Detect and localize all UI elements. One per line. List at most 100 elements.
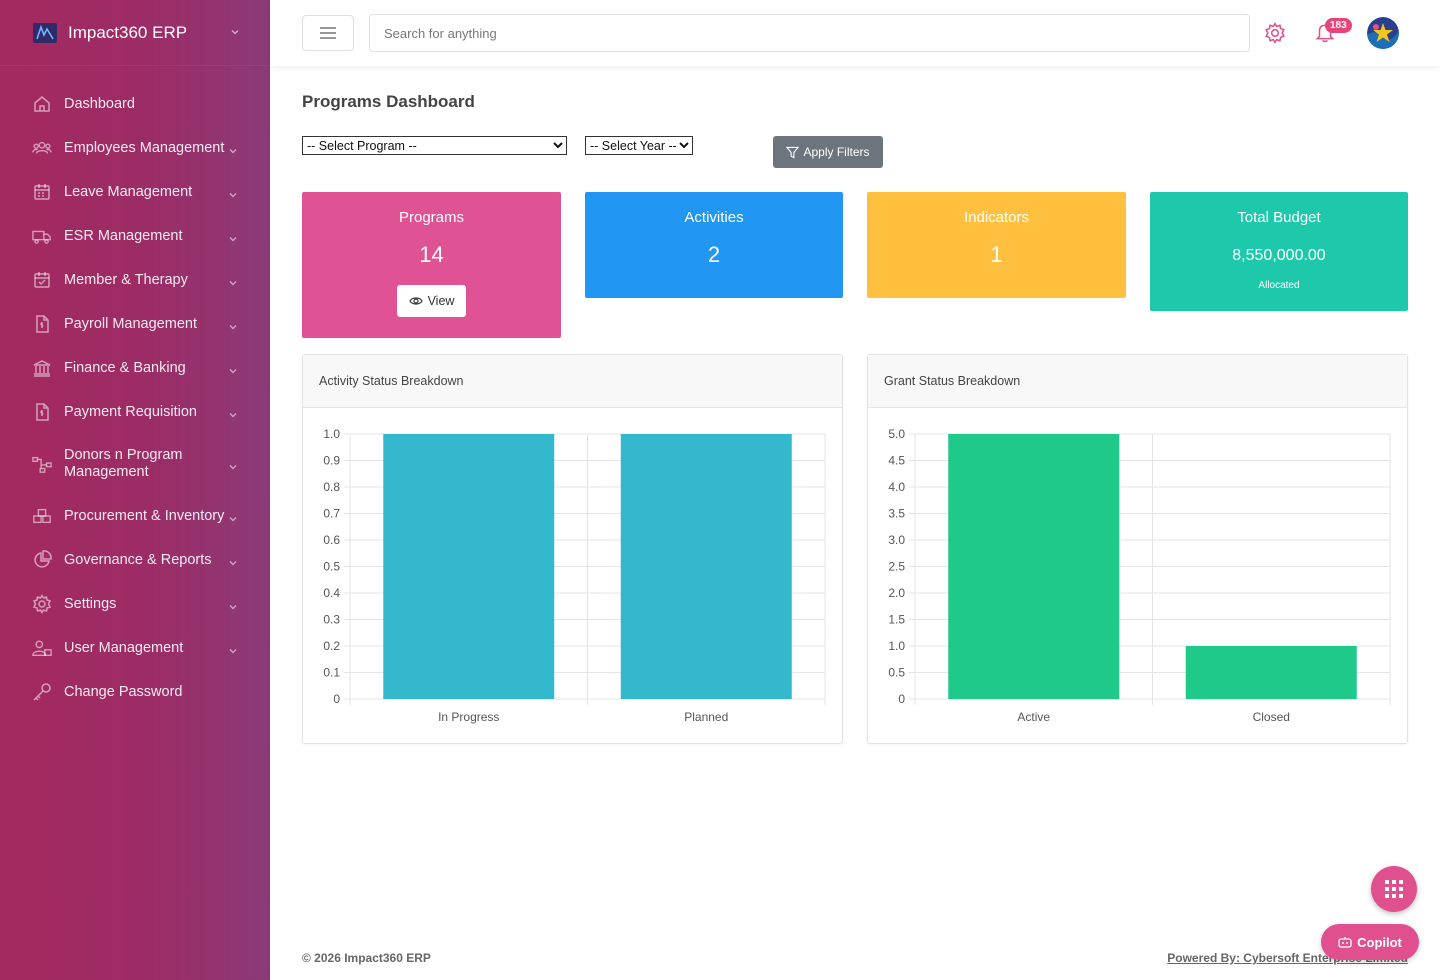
sidebar-item-dashboard[interactable]: Dashboard [0, 82, 270, 126]
sidebar-item-label: Payroll Management [64, 315, 197, 332]
copilot-label: Copilot [1357, 934, 1402, 950]
sidebar-item-procurement[interactable]: Procurement & Inventory [0, 494, 270, 538]
activity-status-chart-card: Activity Status Breakdown 0 0.1 0.2 0.3 0.4 0… [302, 354, 843, 744]
chevron-down-icon [228, 275, 238, 293]
payroll-file-icon [32, 314, 52, 334]
y-tick-label: 0.7 [323, 507, 340, 521]
total-budget-card: Total Budget 8,550,000.00 Allocated [1150, 192, 1408, 311]
sidebar-item-leave[interactable]: Leave Management [0, 170, 270, 214]
indicators-card: Indicators 1 [867, 192, 1126, 298]
sidebar-item-label: Employees Management [64, 139, 225, 156]
y-tick-label: 0 [333, 692, 340, 706]
programs-card: Programs 14 View [302, 192, 561, 338]
view-button-label: View [427, 294, 455, 308]
chevron-down-icon [228, 459, 238, 477]
y-tick-label: 0.4 [323, 586, 340, 600]
chevron-down-icon [228, 231, 238, 249]
activities-card-title: Activities [684, 209, 744, 226]
sidebar-item-label: User Management [64, 639, 184, 656]
brand-name: Impact360 ERP [68, 22, 188, 42]
program-select[interactable]: -- Select Program -- [302, 136, 567, 155]
sidebar-item-donors-program[interactable]: Donors n Program Management [0, 434, 270, 494]
y-tick-label: 1.0 [323, 427, 340, 441]
calendar-icon [32, 182, 52, 202]
copilot-button[interactable]: Copilot [1321, 924, 1419, 960]
chevron-down-icon [228, 187, 238, 205]
x-tick-label: In Progress [438, 710, 499, 724]
indicators-card-title: Indicators [963, 209, 1030, 226]
notification-count-badge: 183 [1325, 18, 1352, 33]
topbar: 183 [270, 0, 1440, 66]
y-tick-label: 3.0 [888, 533, 905, 547]
y-tick-label: 0.6 [323, 533, 340, 547]
sidebar-item-label: Settings [64, 595, 117, 612]
sidebar-item-user-management[interactable]: User Management [0, 626, 270, 670]
y-tick-label: 0.1 [323, 666, 340, 680]
indicators-card-value: 1 [990, 242, 1003, 267]
settings-gear-icon[interactable] [1264, 22, 1286, 49]
grid-icon [1385, 880, 1403, 898]
chevron-down-icon [228, 319, 238, 337]
y-tick-label: 0 [898, 692, 905, 706]
truck-icon [32, 226, 52, 246]
sidebar-item-payment-requisition[interactable]: Payment Requisition [0, 390, 270, 434]
budget-card-subtitle: Allocated [1258, 280, 1300, 291]
bar-active [948, 434, 1120, 699]
footer-copyright: © 2026 Impact360 ERP [302, 951, 431, 965]
year-select[interactable]: -- Select Year -- [585, 136, 693, 155]
y-tick-label: 0.8 [323, 480, 340, 494]
apps-grid-button[interactable] [1371, 866, 1417, 912]
sidebar-item-change-password[interactable]: Change Password [0, 670, 270, 714]
sidebar-item-label: Change Password [64, 683, 183, 700]
menu-toggle-button[interactable] [302, 15, 354, 51]
y-tick-label: 1.5 [888, 613, 905, 627]
y-tick-label: 0.2 [323, 639, 340, 653]
chevron-down-icon [228, 599, 238, 617]
bank-icon [32, 358, 52, 378]
sidebar-item-label: Donors n Program Management [64, 447, 183, 480]
sidebar-nav: Dashboard Employees Management Leave Man… [0, 82, 270, 714]
page-title: Programs Dashboard [302, 92, 475, 111]
programs-card-title: Programs [398, 209, 465, 226]
sidebar-item-finance[interactable]: Finance & Banking [0, 346, 270, 390]
chevron-down-icon [228, 555, 238, 573]
x-tick-label: Planned [684, 710, 728, 724]
activity-chart-title: Activity Status Breakdown [303, 355, 842, 408]
y-tick-label: 0.5 [323, 560, 340, 574]
hamburger-icon [320, 27, 336, 39]
activities-card: Activities 2 [585, 192, 843, 298]
sidebar-item-settings[interactable]: Settings [0, 582, 270, 626]
home-icon [32, 94, 52, 114]
avatar[interactable] [1367, 17, 1399, 49]
network-icon [32, 454, 52, 474]
users-icon [32, 138, 52, 158]
grant-status-chart: 0 0.5 1.0 1.5 2.0 2.5 3.0 3.5 4.0 4.5 5.0 Active Clo… [888, 427, 1391, 724]
y-tick-label: 4.0 [888, 480, 905, 494]
sidebar: Impact360 ERP Dashboard Employees Manage… [0, 0, 270, 980]
apply-filters-button[interactable]: Apply Filters [773, 136, 883, 168]
search-input[interactable] [369, 14, 1250, 52]
brand[interactable]: Impact360 ERP [0, 0, 270, 66]
budget-card-title: Total Budget [1237, 209, 1321, 226]
boxes-icon [32, 506, 52, 526]
view-programs-button[interactable]: View [396, 285, 467, 317]
key-icon [32, 682, 52, 702]
robot-icon [1338, 937, 1352, 948]
y-tick-label: 2.0 [888, 586, 905, 600]
chevron-down-icon[interactable] [230, 24, 240, 42]
y-tick-label: 0.5 [888, 666, 905, 680]
sidebar-item-esr[interactable]: ESR Management [0, 214, 270, 258]
sidebar-item-label: Leave Management [64, 183, 193, 200]
bar-closed [1185, 646, 1357, 699]
activity-status-chart: 0 0.1 0.2 0.3 0.4 0.5 0.6 0.7 0.8 0.9 1.0 In Progre… [323, 427, 826, 724]
sidebar-item-member-therapy[interactable]: Member & Therapy [0, 258, 270, 302]
x-tick-label: Closed [1253, 710, 1290, 724]
y-tick-label: 3.5 [888, 507, 905, 521]
x-tick-label: Active [1017, 710, 1050, 724]
budget-card-value: 8,550,000.00 [1232, 247, 1326, 264]
sidebar-item-payroll[interactable]: Payroll Management [0, 302, 270, 346]
sidebar-item-employees[interactable]: Employees Management [0, 126, 270, 170]
chevron-down-icon [228, 363, 238, 381]
sidebar-item-governance[interactable]: Governance & Reports [0, 538, 270, 582]
calendar-check-icon [32, 270, 52, 290]
